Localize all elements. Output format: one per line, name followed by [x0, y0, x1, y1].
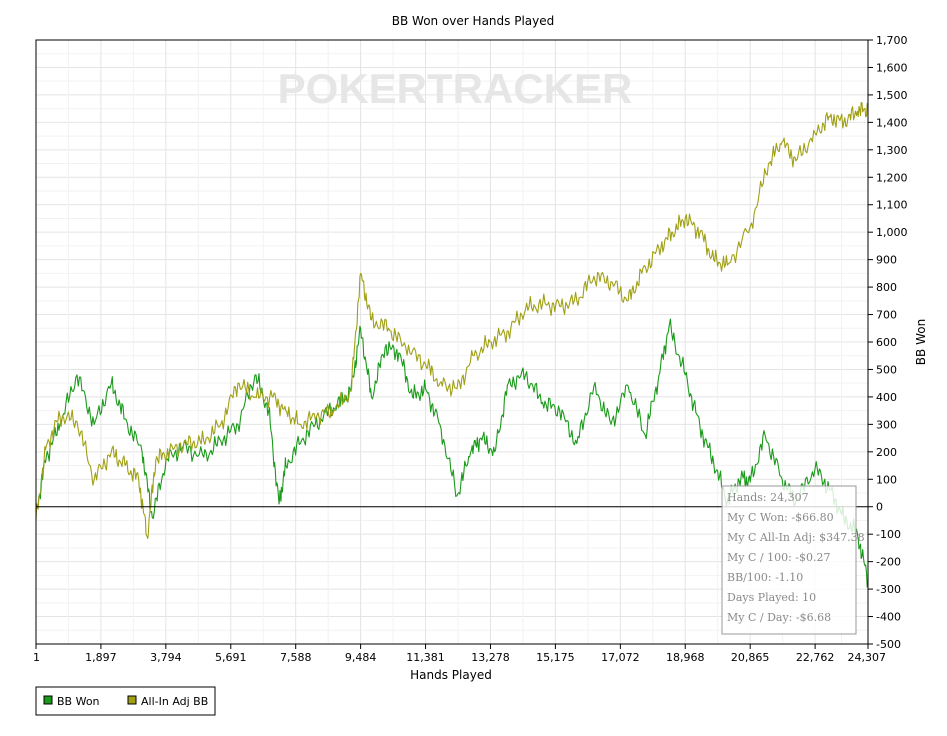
y-tick-label: 1,200 — [876, 171, 908, 184]
legend-box — [35, 686, 216, 716]
axis-ticks: 1 1,897 3,794 5,691 7,588 9,484 11,381 13,278 15… — [33, 34, 908, 664]
tooltip-box — [721, 485, 857, 635]
watermark-logo: POKERTRACKER — [278, 65, 633, 112]
y-tick-label: 400 — [876, 391, 897, 404]
y-tick-label: 300 — [876, 418, 897, 431]
y-tick-label: 1,400 — [876, 116, 908, 129]
tooltip-line: Hands: 24,307 — [727, 491, 809, 504]
legend-swatch — [127, 695, 137, 705]
chart-title: BB Won over Hands Played — [392, 14, 554, 28]
tooltip-line: My C / Day: -$6.68 — [727, 611, 831, 624]
x-tick-label: 17,072 — [601, 651, 640, 664]
x-tick-label: 3,794 — [150, 651, 182, 664]
x-axis-title: Hands Played — [410, 668, 492, 682]
x-tick-label: 5,691 — [215, 651, 247, 664]
y-tick-label: 100 — [876, 473, 897, 486]
y-tick-label: -100 — [876, 528, 901, 541]
x-tick-label: 22,762 — [796, 651, 835, 664]
x-tick-label: 1,897 — [85, 651, 117, 664]
legend: BB Won All-In Adj BB — [35, 686, 216, 716]
x-tick-label: 20,865 — [731, 651, 770, 664]
y-axis-title: BB Won — [914, 319, 928, 365]
legend-swatch — [43, 695, 53, 705]
y-tick-label: 1,000 — [876, 226, 908, 239]
tooltip-line: BB/100: -1.10 — [727, 571, 803, 584]
series-line-all-in-adj-bb — [35, 101, 869, 539]
y-tick-label: 1,300 — [876, 144, 908, 157]
y-tick-label: 700 — [876, 309, 897, 322]
x-tick-label: 1 — [33, 651, 40, 664]
y-tick-label: 1,600 — [876, 61, 908, 74]
y-tick-label: 1,700 — [876, 34, 908, 47]
hover-tooltip: Hands: 24,307 My C Won: -$66.80 My C All-I… — [721, 485, 865, 635]
x-tick-label: 11,381 — [406, 651, 445, 664]
x-tick-label: 9,484 — [345, 651, 377, 664]
y-tick-label: -400 — [876, 611, 901, 624]
x-tick-label: 15,175 — [536, 651, 575, 664]
y-tick-label: 500 — [876, 363, 897, 376]
x-tick-label: 24,307 — [848, 651, 887, 664]
y-tick-label: 900 — [876, 254, 897, 267]
y-tick-label: 1,100 — [876, 199, 908, 212]
y-tick-label: 800 — [876, 281, 897, 294]
x-tick-label: 18,968 — [666, 651, 705, 664]
x-tick-label: 7,588 — [280, 651, 312, 664]
y-tick-label: 600 — [876, 336, 897, 349]
tooltip-line: My C All-In Adj: $347.38 — [727, 531, 865, 544]
y-tick-label: 0 — [876, 501, 883, 514]
tooltip-line: Days Played: 10 — [727, 591, 816, 604]
legend-label: BB Won — [57, 695, 100, 708]
y-tick-label: -300 — [876, 583, 901, 596]
y-tick-label: -200 — [876, 556, 901, 569]
y-tick-label: 1,500 — [876, 89, 908, 102]
y-tick-label: -500 — [876, 638, 901, 651]
y-tick-label: 200 — [876, 446, 897, 459]
legend-label: All-In Adj BB — [141, 695, 208, 708]
x-tick-label: 13,278 — [471, 651, 510, 664]
tooltip-line: My C / 100: -$0.27 — [727, 551, 831, 564]
tooltip-line: My C Won: -$66.80 — [727, 511, 834, 524]
